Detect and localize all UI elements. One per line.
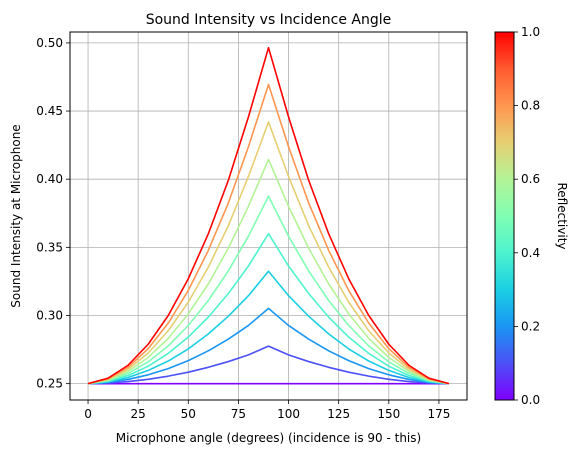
y-tick-label: 0.35: [36, 240, 63, 254]
y-tick-label: 0.25: [36, 377, 63, 391]
y-tick-label: 0.50: [36, 36, 63, 50]
series-line-6: [87, 158, 450, 385]
colorbar-tick-label: 1.0: [521, 25, 540, 39]
x-tick-label: 100: [277, 407, 300, 421]
series-line-7: [87, 121, 450, 385]
colorbar-tick-label: 0.6: [521, 172, 540, 186]
colorbar-tick-label: 0.0: [521, 393, 540, 407]
grid-lines: [70, 32, 467, 400]
x-tick-label: 25: [131, 407, 146, 421]
colorbar-ticks: 0.0 0.2 0.4 0.6 0.8 1.0: [514, 25, 540, 407]
x-axis-label: Microphone angle (degrees) (incidence is…: [116, 431, 421, 445]
y-axis-label: Sound Intensity at Microphone: [9, 124, 23, 307]
colorbar-tick-label: 0.8: [521, 99, 540, 113]
x-tick-label: 0: [84, 407, 92, 421]
colorbar-tick-label: 0.2: [521, 319, 540, 333]
x-axis-ticks: 0 25 50 75 100 125 150 175: [84, 400, 450, 421]
series-line-4: [87, 232, 450, 385]
colorbar-label: Reflectivity: [555, 182, 569, 249]
series-line-1: [88, 345, 449, 385]
y-tick-label: 0.30: [36, 308, 63, 322]
y-axis-ticks: 0.25 0.30 0.35 0.40 0.45 0.50: [36, 36, 70, 391]
series-line-8: [87, 83, 450, 385]
series-line-9: [87, 46, 450, 385]
y-tick-label: 0.40: [36, 172, 63, 186]
plot-frame: [69, 31, 468, 401]
x-tick-label: 175: [427, 407, 450, 421]
series-line-2: [88, 307, 449, 385]
series-line-5: [87, 195, 450, 385]
x-tick-label: 75: [231, 407, 246, 421]
plot-area: 0 25 50 75 100 125 150 175 0.25 0.30 0.35 0.40 0.45…: [36, 31, 468, 421]
colorbar-tick-label: 0.4: [521, 246, 540, 260]
x-tick-label: 125: [327, 407, 350, 421]
colorbar-frame: [494, 31, 515, 401]
y-tick-label: 0.45: [36, 104, 63, 118]
series-lines: [87, 46, 450, 385]
colorbar: 0.0 0.2 0.4 0.6 0.8 1.0 Reflectivity: [494, 25, 569, 407]
x-tick-label: 150: [377, 407, 400, 421]
colorbar-gradient: [495, 32, 514, 400]
x-tick-label: 50: [181, 407, 196, 421]
chart-title: Sound Intensity vs Incidence Angle: [146, 12, 392, 28]
series-line-3: [87, 270, 450, 385]
